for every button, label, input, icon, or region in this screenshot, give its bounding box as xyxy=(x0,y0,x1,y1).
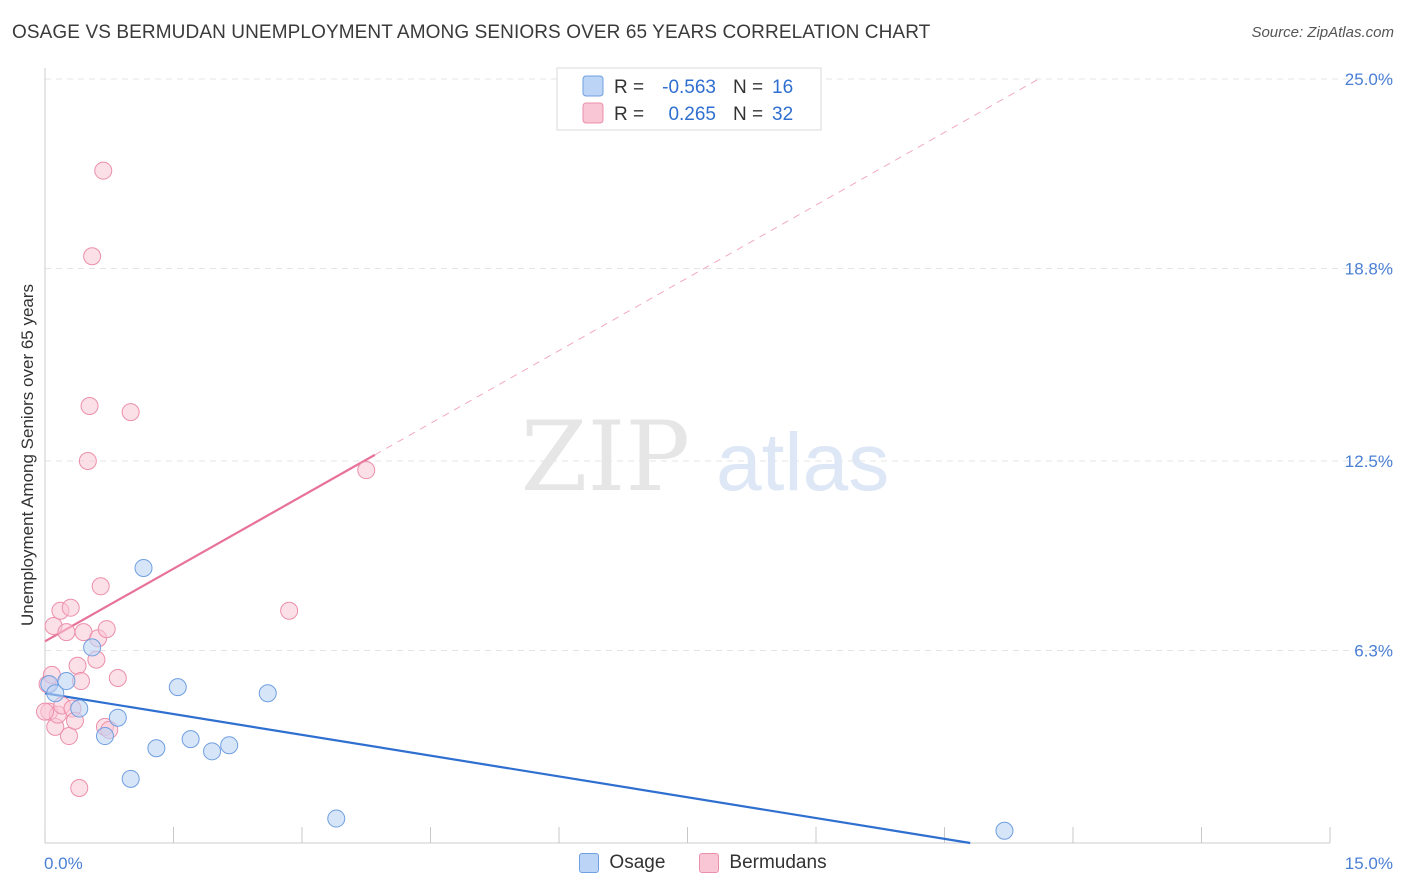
legend-n-value-bermudans: 32 xyxy=(772,104,793,125)
point-osage xyxy=(203,742,222,761)
bottom-legend-bermudans: Bermudans xyxy=(699,852,827,874)
point-bermudans xyxy=(80,396,99,415)
legend-r-value-bermudans: 0.265 xyxy=(668,104,716,125)
point-osage xyxy=(258,684,277,703)
watermark-atlas: atlas xyxy=(716,417,889,508)
point-bermudans xyxy=(36,702,54,721)
bottom-legend: Osage Bermudans xyxy=(0,852,1406,874)
chart-title: OSAGE VS BERMUDAN UNEMPLOYMENT AMONG SEN… xyxy=(12,22,931,43)
point-osage xyxy=(327,809,346,828)
y-axis-label: Unemployment Among Seniors over 65 years xyxy=(18,284,37,626)
x-tick-label-max: 15.0% xyxy=(1345,854,1393,873)
point-bermudans xyxy=(59,727,78,746)
point-bermudans xyxy=(91,577,110,596)
legend-r-label-osage: R = xyxy=(614,77,644,98)
point-bermudans xyxy=(357,461,376,480)
bottom-legend-swatch-osage xyxy=(579,853,600,873)
legend-n-label-bermudans: N = xyxy=(733,104,763,125)
watermark: ZIP atlas xyxy=(521,401,889,513)
point-osage xyxy=(95,727,114,746)
bottom-legend-osage: Osage xyxy=(579,852,665,874)
point-bermudans xyxy=(78,452,97,470)
point-osage xyxy=(220,736,239,755)
point-bermudans xyxy=(61,598,80,617)
trendline-bermudans-extended xyxy=(374,78,1039,456)
point-bermudans xyxy=(280,601,299,620)
point-osage xyxy=(70,699,89,718)
x-tick-label-min: 0.0% xyxy=(44,854,83,873)
trendline-osage xyxy=(44,692,971,845)
point-bermudans xyxy=(97,620,116,639)
legend-n-label-osage: N = xyxy=(733,77,763,98)
y-tick-label: 6.3% xyxy=(1354,641,1393,660)
point-osage xyxy=(181,730,200,749)
legend-n-value-osage: 16 xyxy=(772,77,793,98)
point-osage xyxy=(108,708,127,727)
y-tick-label: 25.0% xyxy=(1345,70,1393,89)
point-bermudans xyxy=(70,778,89,797)
grid xyxy=(45,78,1393,651)
point-osage xyxy=(46,684,65,703)
legend-box: R = -0.563 N = 16 R = 0.265 N = 32 xyxy=(556,67,822,131)
point-osage xyxy=(168,678,187,697)
legend-r-value-osage: -0.563 xyxy=(662,77,716,98)
watermark-zip: ZIP xyxy=(521,401,690,513)
point-osage xyxy=(995,821,1014,840)
bottom-legend-label-osage: Osage xyxy=(609,852,666,873)
y-tick-label: 18.8% xyxy=(1345,259,1393,278)
point-osage xyxy=(57,672,76,691)
bottom-legend-label-bermudans: Bermudans xyxy=(729,852,827,873)
point-bermudans xyxy=(57,623,76,642)
tick-labels: 6.3% 12.5% 18.8% 25.0% 0.0% 15.0% xyxy=(44,70,1393,873)
point-osage xyxy=(147,739,166,758)
y-tick-label: 12.5% xyxy=(1345,452,1393,471)
trendlines xyxy=(44,78,1039,845)
trendline-bermudans xyxy=(44,453,376,643)
point-osage xyxy=(121,769,140,788)
point-osage xyxy=(83,638,102,657)
point-bermudans xyxy=(121,403,140,422)
point-bermudans xyxy=(108,668,127,687)
point-bermudans xyxy=(94,161,113,180)
legend-swatch-osage xyxy=(582,75,604,97)
legend-swatch-bermudans xyxy=(582,102,604,124)
point-bermudans xyxy=(83,247,102,266)
bottom-legend-swatch-bermudans xyxy=(699,853,720,873)
data-points xyxy=(36,161,1014,840)
legend-r-label-bermudans: R = xyxy=(614,104,644,125)
source-credit: Source: ZipAtlas.com xyxy=(1251,24,1394,41)
point-bermudans xyxy=(68,656,87,675)
point-osage xyxy=(134,558,153,577)
